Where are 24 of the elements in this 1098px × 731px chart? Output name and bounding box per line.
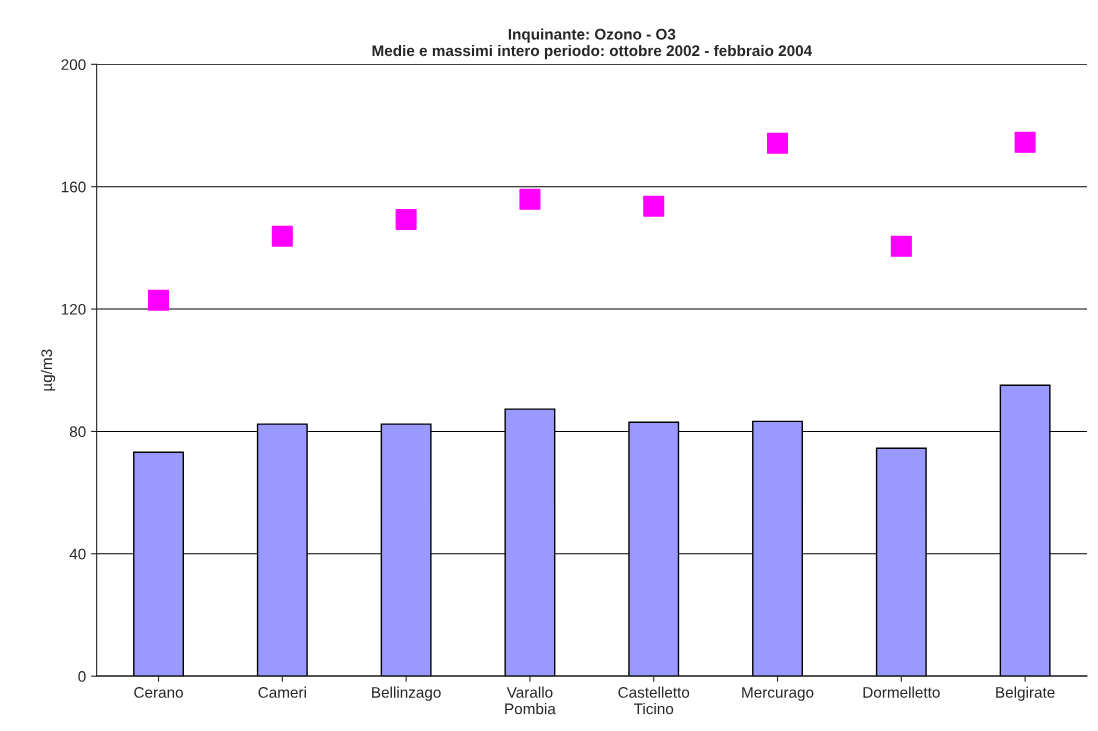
point xyxy=(148,289,170,311)
x-tick-label: Belgirate xyxy=(996,686,1055,701)
point xyxy=(890,235,912,257)
y-axis-title: µg/m3 xyxy=(40,349,56,391)
point xyxy=(519,188,541,210)
y-tick-label: 200 xyxy=(61,59,86,71)
y-tick-label: 40 xyxy=(69,548,86,560)
y-tick-label: 160 xyxy=(61,181,86,193)
x-tick-label: Varallo Pombia xyxy=(505,686,556,715)
y-tick-label: 0 xyxy=(78,671,86,682)
x-tick-label: Castelletto Ticino xyxy=(618,686,690,715)
x-tick-label: Mercurago xyxy=(742,687,814,701)
point xyxy=(395,208,417,230)
y-tick-label: 80 xyxy=(69,426,86,438)
y-tick-label: 120 xyxy=(61,303,86,315)
point xyxy=(767,132,789,154)
point xyxy=(271,225,293,247)
point xyxy=(1014,131,1036,153)
x-tick-label: Cerano xyxy=(134,687,183,698)
chart-title: Inquinante: Ozono - O3 Medie e massimi intero periodo: ottobre 2002 - febbraio 2004 xyxy=(372,28,813,60)
x-tick-label: Dormelletto xyxy=(863,686,940,698)
x-tick-label: Cameri xyxy=(258,686,306,698)
x-tick-label: Bellinzago xyxy=(372,686,441,701)
point xyxy=(643,195,665,217)
